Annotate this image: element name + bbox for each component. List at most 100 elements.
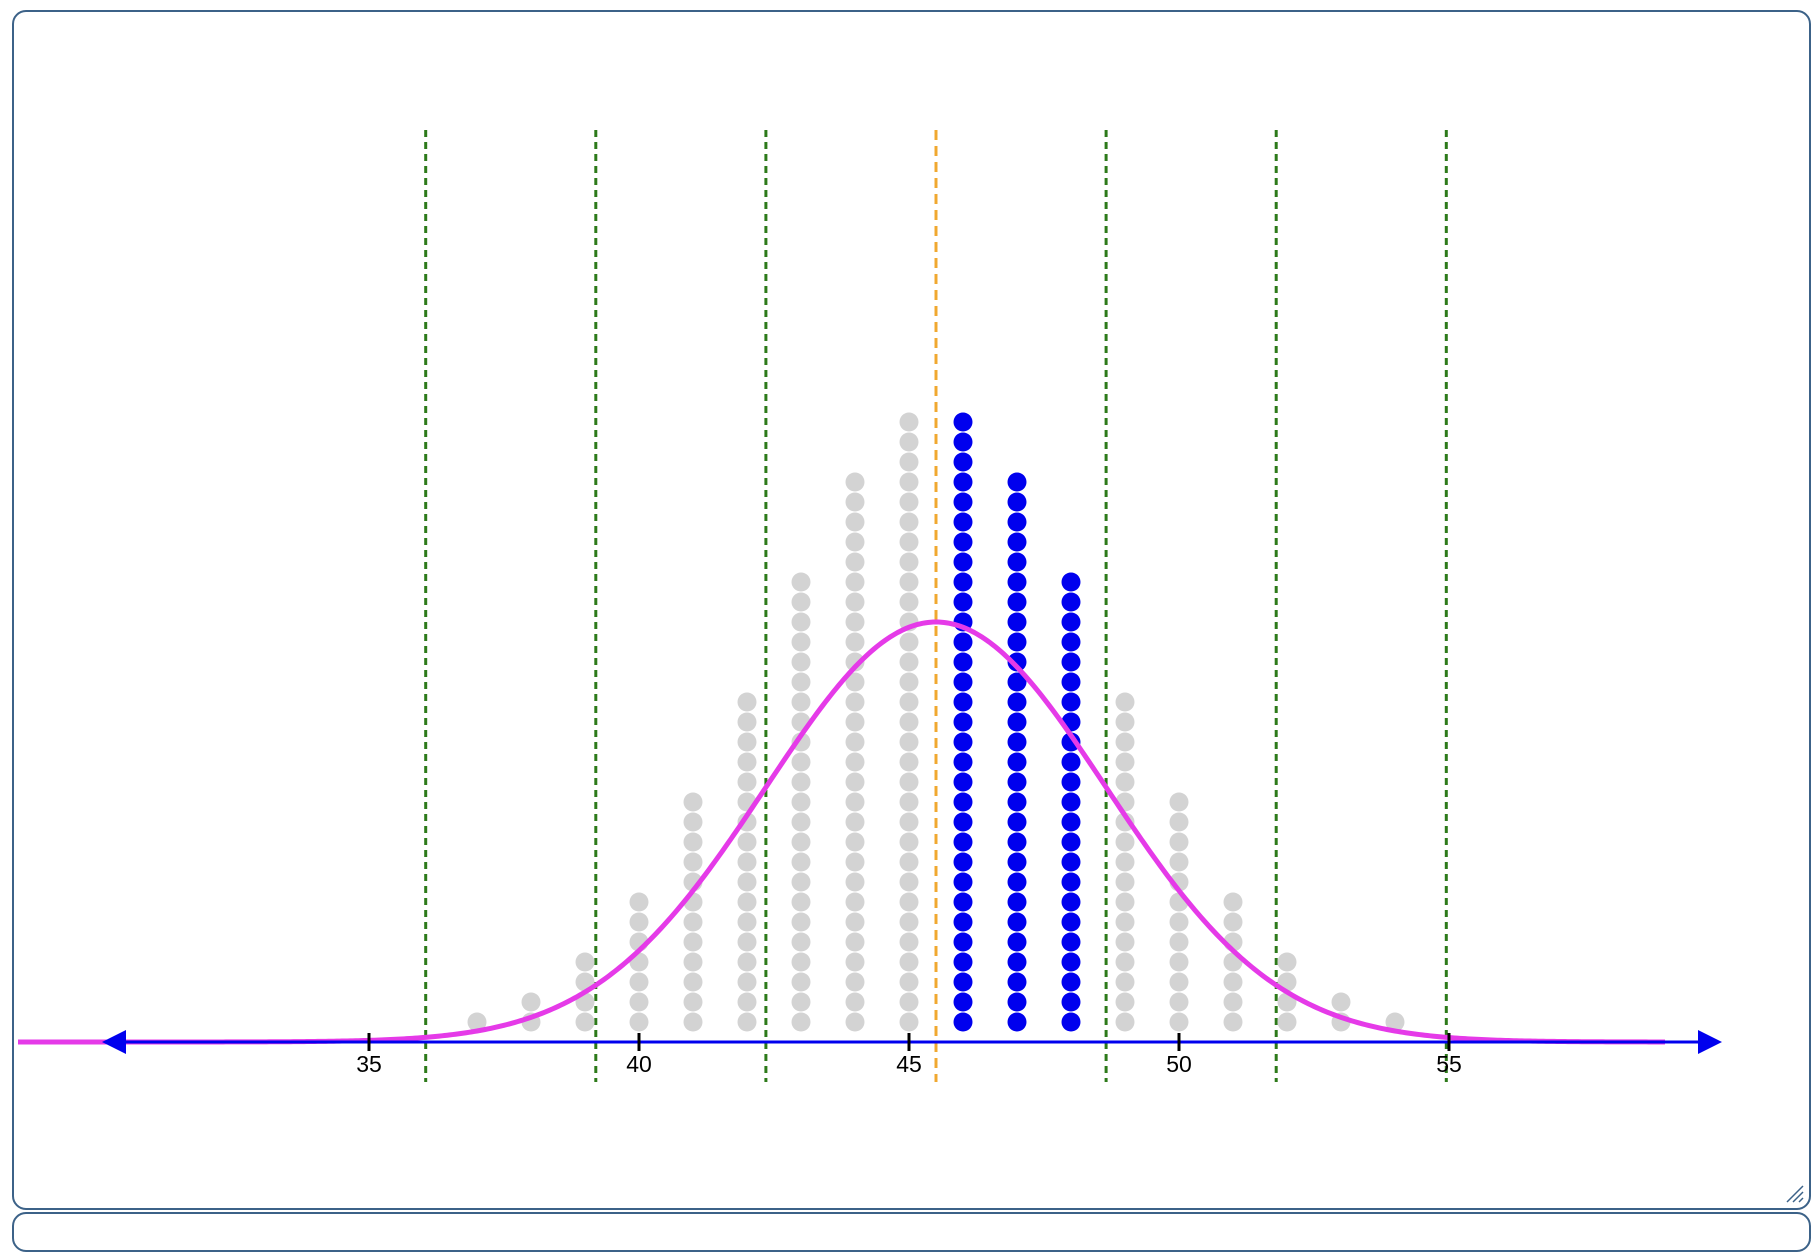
dot — [629, 972, 649, 992]
dot — [737, 912, 757, 932]
dot — [791, 612, 811, 632]
dot — [845, 512, 865, 532]
highlighted-dot — [1007, 932, 1027, 952]
dot — [791, 652, 811, 672]
dot — [899, 692, 919, 712]
dot — [737, 892, 757, 912]
highlighted-dot — [1061, 1012, 1081, 1032]
dot — [845, 532, 865, 552]
highlighted-dot — [1061, 992, 1081, 1012]
dot — [1115, 972, 1135, 992]
dot — [1223, 992, 1243, 1012]
dot — [845, 552, 865, 572]
dot — [899, 832, 919, 852]
dot — [845, 892, 865, 912]
dot — [845, 872, 865, 892]
dot — [845, 952, 865, 972]
highlighted-dot — [1061, 772, 1081, 792]
dot — [1169, 952, 1189, 972]
dot — [899, 852, 919, 872]
highlighted-dot — [953, 972, 973, 992]
dot — [845, 692, 865, 712]
highlighted-dot — [953, 552, 973, 572]
dot — [899, 912, 919, 932]
highlighted-dot — [953, 692, 973, 712]
dot — [683, 952, 703, 972]
dot — [791, 932, 811, 952]
highlighted-dot — [1007, 872, 1027, 892]
dot — [683, 832, 703, 852]
highlighted-dot — [1007, 652, 1027, 672]
normal-curve-group — [18, 619, 1666, 1045]
dot — [1385, 1012, 1405, 1032]
dot — [737, 872, 757, 892]
dot — [1169, 912, 1189, 932]
dot-stacks — [467, 412, 1405, 1032]
dot — [845, 852, 865, 872]
dot — [737, 772, 757, 792]
dot — [1331, 992, 1351, 1012]
dot — [1169, 972, 1189, 992]
dot — [899, 972, 919, 992]
highlighted-dot — [953, 652, 973, 672]
highlighted-dot — [953, 772, 973, 792]
dot — [1115, 832, 1135, 852]
dot — [737, 952, 757, 972]
dot — [899, 792, 919, 812]
highlighted-dot — [1007, 592, 1027, 612]
highlighted-dot — [953, 932, 973, 952]
highlighted-dot — [953, 732, 973, 752]
highlighted-dot — [1007, 912, 1027, 932]
dot — [845, 752, 865, 772]
dot — [1115, 952, 1135, 972]
highlighted-dot — [953, 412, 973, 432]
highlighted-dot — [953, 472, 973, 492]
dot — [737, 732, 757, 752]
highlighted-dot — [953, 452, 973, 472]
highlighted-dot — [1061, 832, 1081, 852]
dot — [845, 672, 865, 692]
dot — [791, 952, 811, 972]
right-arrow-icon — [1698, 1030, 1722, 1054]
dot — [1277, 952, 1297, 972]
dot — [1115, 1012, 1135, 1032]
highlighted-dot — [1007, 852, 1027, 872]
dot — [845, 572, 865, 592]
highlighted-dot — [1061, 752, 1081, 772]
dot — [899, 632, 919, 652]
dot — [899, 672, 919, 692]
sd-lines — [424, 130, 1448, 1082]
dot — [791, 972, 811, 992]
highlighted-dot — [1007, 952, 1027, 972]
highlighted-dot — [953, 432, 973, 452]
dot — [683, 812, 703, 832]
highlighted-dot — [1061, 732, 1081, 752]
dot — [737, 692, 757, 712]
dot — [1115, 892, 1135, 912]
dot — [791, 852, 811, 872]
dot — [845, 772, 865, 792]
dot — [845, 632, 865, 652]
highlighted-dot — [1007, 552, 1027, 572]
dot — [845, 832, 865, 852]
dot — [629, 1012, 649, 1032]
highlighted-dot — [1061, 672, 1081, 692]
highlighted-dot — [953, 672, 973, 692]
dot — [1223, 892, 1243, 912]
highlighted-dot — [953, 912, 973, 932]
highlighted-dot — [1007, 672, 1027, 692]
dot — [1169, 852, 1189, 872]
dot — [899, 932, 919, 952]
highlighted-dot — [1061, 652, 1081, 672]
normal-curve — [18, 619, 1666, 1045]
dot — [791, 752, 811, 772]
dot — [1169, 992, 1189, 1012]
highlighted-dot — [1061, 792, 1081, 812]
dot — [899, 572, 919, 592]
x-tick-label: 40 — [626, 1051, 652, 1077]
dot — [845, 932, 865, 952]
resize-grip-icon[interactable] — [1781, 1180, 1805, 1204]
highlighted-dot — [953, 712, 973, 732]
dot — [1223, 972, 1243, 992]
x-tick-label: 35 — [356, 1051, 382, 1077]
